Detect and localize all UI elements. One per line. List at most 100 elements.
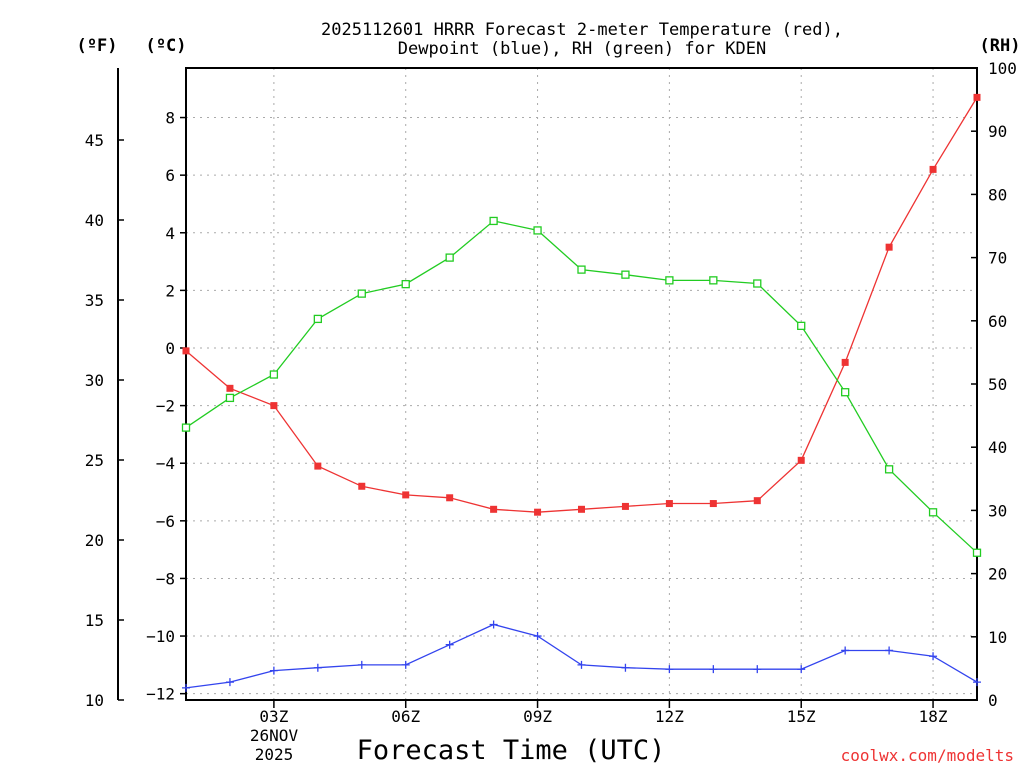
rh-point [841,388,850,397]
rh-point [577,265,586,274]
temperature-point [270,402,278,410]
date-label-day: 26NOV [250,726,299,745]
rh-point [621,270,630,279]
dewpoint-series [182,620,981,692]
rh-point [753,279,762,288]
x-tick-label: 15Z [787,707,816,726]
rh-tick-label: 40 [988,438,1007,457]
fahrenheit-tick-label: 20 [85,531,104,550]
dewpoint-point [577,660,586,669]
fahrenheit-tick-label: 25 [85,451,104,470]
dewpoint-point [797,665,806,674]
temperature-point [709,500,717,508]
fahrenheit-tick-label: 40 [85,211,104,230]
temperature-point [446,494,454,502]
celsius-tick-label: −2 [156,397,175,416]
axis-ticks: 03Z 06Z 09Z 12Z 15Z 18Z86420−2−4−6−8−10−12101… [85,59,1017,726]
rh-tick-label: 90 [988,122,1007,141]
rh-tick-label: 80 [988,185,1007,204]
temperature-point [226,384,234,392]
temperature-point [885,243,893,251]
fahrenheit-unit-label: (ºF) [77,36,118,56]
rh-series [181,216,982,557]
temperature-point [973,93,981,101]
celsius-tick-label: −10 [146,627,175,646]
rh-point [709,276,718,285]
rh-point [401,279,410,289]
temperature-point [841,358,849,366]
dewpoint-point [269,666,278,675]
fahrenheit-tick-label: 15 [85,611,104,630]
celsius-tick-label: −12 [146,685,175,704]
rh-point [445,253,454,262]
rh-point [533,226,542,235]
date-label-year: 2025 [255,745,294,764]
dewpoint-line [185,623,978,689]
fahrenheit-tick-label: 35 [85,291,104,310]
rh-tick-label: 50 [988,375,1007,394]
chart-title-line-2: Dewpoint (blue), RH (green) for KDEN [398,39,766,59]
rh-tick-label: 70 [988,249,1007,268]
celsius-unit-label: (ºC) [146,36,187,56]
credit-text: coolwx.com/modelts [841,746,1014,765]
dewpoint-point [533,632,542,641]
celsius-tick-label: −6 [156,512,175,531]
x-tick-label: 09Z [523,707,552,726]
dewpoint-point [313,663,322,672]
rh-tick-label: 10 [988,628,1007,647]
temperature-series [182,93,981,516]
celsius-tick-label: 2 [165,281,175,300]
celsius-tick-label: −8 [156,569,175,588]
rh-point [357,289,366,298]
rh-point [269,370,279,379]
rh-point [225,393,235,403]
celsius-tick-label: −4 [156,454,175,473]
temperature-point [534,508,542,516]
x-axis-label: Forecast Time (UTC) [357,735,666,766]
temperature-point [358,482,366,490]
dewpoint-point [445,640,454,649]
temperature-point [665,500,673,508]
rh-tick-label: 30 [988,501,1007,520]
rh-point [665,276,674,285]
temperature-line [185,97,978,513]
celsius-tick-label: 6 [165,166,175,185]
celsius-tick-label: 4 [165,224,175,243]
rh-point [313,314,322,324]
dewpoint-point [885,646,894,655]
dewpoint-point [225,678,234,687]
dewpoint-point [401,660,410,669]
x-tick-label: 12Z [655,707,684,726]
series-layer [181,93,982,692]
rh-tick-label: 0 [988,691,998,710]
rh-tick-label: 100 [988,59,1017,78]
temperature-point [314,462,322,470]
dewpoint-point [182,683,190,692]
rh-point [797,321,806,331]
temperature-point [490,505,498,513]
fahrenheit-tick-label: 45 [85,131,104,150]
rh-point [489,216,498,226]
temperature-point [929,165,937,173]
rh-point [928,508,938,517]
dewpoint-point [929,652,938,661]
rh-point [884,465,894,474]
dewpoint-point [841,646,850,655]
temperature-point [182,347,190,355]
temperature-point [578,505,585,513]
temperature-point [621,502,629,510]
rh-tick-label: 60 [988,312,1007,331]
rh-tick-label: 20 [988,565,1007,584]
temperature-point [797,456,805,464]
rh-point [181,423,191,432]
rh-point [972,548,982,557]
dewpoint-point [753,665,762,674]
rh-unit-label: (RH) [980,36,1021,56]
fahrenheit-tick-label: 10 [85,691,104,710]
x-tick-label: 03Z [259,707,288,726]
fahrenheit-tick-label: 30 [85,371,104,390]
dewpoint-point [357,660,366,669]
celsius-tick-label: 0 [165,339,175,358]
dewpoint-point [973,678,981,687]
dewpoint-point [709,665,718,674]
